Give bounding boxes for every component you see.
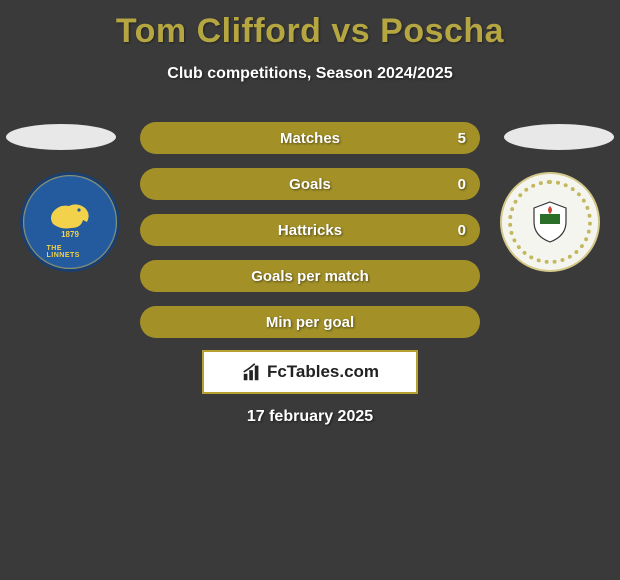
page-title: Tom Clifford vs Poscha xyxy=(0,0,620,51)
stat-row-matches: Matches 5 xyxy=(140,122,480,154)
stat-label: Goals per match xyxy=(251,268,369,285)
fctables-logo: FcTables.com xyxy=(202,350,418,394)
chart-icon xyxy=(241,361,263,383)
stat-val-right: 5 xyxy=(458,130,466,147)
crest-left-year: 1879 xyxy=(61,230,79,239)
subtitle: Club competitions, Season 2024/2025 xyxy=(0,65,620,83)
crest-left: 1879 THE LINNETS xyxy=(20,172,120,272)
date-label: 17 february 2025 xyxy=(0,408,620,426)
stat-val-right: 0 xyxy=(458,176,466,193)
player-left-ellipse xyxy=(6,124,116,150)
stat-label: Matches xyxy=(280,130,340,147)
stat-val-right: 0 xyxy=(458,222,466,239)
logo-text: FcTables.com xyxy=(267,362,379,382)
stat-row-goals: Goals 0 xyxy=(140,168,480,200)
stats-container: Matches 5 Goals 0 Hattricks 0 Goals per … xyxy=(140,122,480,352)
crest-right xyxy=(500,172,600,272)
stat-row-min-per-goal: Min per goal xyxy=(140,306,480,338)
stat-label: Hattricks xyxy=(278,222,342,239)
stat-row-hattricks: Hattricks 0 xyxy=(140,214,480,246)
stat-label: Goals xyxy=(289,176,331,193)
shield-icon xyxy=(526,198,574,246)
player-right-ellipse xyxy=(504,124,614,150)
crest-left-ribbon: THE LINNETS xyxy=(47,245,94,259)
stat-label: Min per goal xyxy=(266,314,354,331)
stat-row-goals-per-match: Goals per match xyxy=(140,260,480,292)
